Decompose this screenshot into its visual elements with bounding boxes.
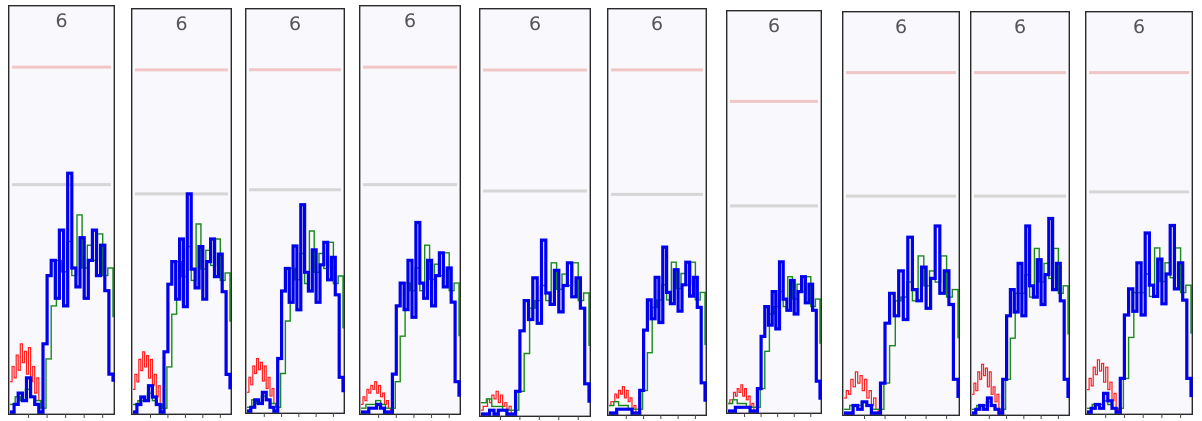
panel-svg: 6 <box>1084 10 1193 418</box>
chart-panel-10: 6 <box>1084 10 1193 418</box>
blue-series-line <box>844 224 960 415</box>
panel-label: 6 <box>404 10 416 32</box>
blue-series-line <box>481 238 591 416</box>
panel-frame <box>1084 10 1193 416</box>
red-series-line <box>1087 359 1121 413</box>
blue-series-line <box>1087 223 1193 414</box>
chart-panel-7: 6 <box>725 9 822 417</box>
chart-panel-4: 6 <box>358 4 461 418</box>
blue-series-line <box>972 216 1070 415</box>
red-series-line <box>10 343 44 412</box>
panel-label: 6 <box>768 15 780 37</box>
chart-panel-2: 6 <box>130 7 232 418</box>
panel-svg: 6 <box>244 7 345 417</box>
panel-svg: 6 <box>478 7 591 420</box>
panel-label: 6 <box>175 13 187 35</box>
chart-panel-9: 6 <box>969 10 1070 419</box>
panel-svg: 6 <box>130 7 232 418</box>
blue-series-line <box>361 220 461 414</box>
panel-svg: 6 <box>969 10 1070 419</box>
red-series-line <box>844 371 881 414</box>
blue-series-line <box>133 192 232 414</box>
blue-series-line <box>609 245 707 415</box>
chart-panel-8: 6 <box>841 10 960 419</box>
panel-svg: 6 <box>725 9 822 417</box>
chart-panel-3: 6 <box>244 7 345 417</box>
panel-svg: 6 <box>358 4 461 418</box>
panel-label: 6 <box>1133 16 1145 38</box>
panel-svg: 6 <box>841 10 960 419</box>
panel-frame <box>969 10 1070 417</box>
panel-frame <box>725 9 822 415</box>
red-series-line <box>247 357 279 411</box>
panel-frame <box>358 4 461 416</box>
chart-panel-5: 6 <box>478 7 591 420</box>
red-series-line <box>133 351 165 412</box>
panel-svg: 6 <box>7 4 115 418</box>
panel-label: 6 <box>895 16 907 38</box>
panel-frame <box>7 4 115 416</box>
panel-frame <box>841 10 960 417</box>
panel-label: 6 <box>289 13 301 35</box>
blue-series-line <box>247 203 345 413</box>
chart-panel-6: 6 <box>606 7 707 419</box>
panel-label: 6 <box>529 13 541 35</box>
panel-label: 6 <box>55 10 67 32</box>
chart-panel-1: 6 <box>7 4 115 418</box>
panel-svg: 6 <box>606 7 707 419</box>
panel-frame <box>478 7 591 418</box>
panel-frame <box>606 7 707 417</box>
red-series-line <box>361 381 393 413</box>
panel-frame <box>244 7 345 415</box>
panel-label: 6 <box>1014 16 1026 38</box>
panel-frame <box>130 7 232 416</box>
panel-label: 6 <box>651 13 663 35</box>
red-series-line <box>972 363 1003 414</box>
blue-series-line <box>728 260 822 413</box>
blue-series-line <box>10 171 115 414</box>
